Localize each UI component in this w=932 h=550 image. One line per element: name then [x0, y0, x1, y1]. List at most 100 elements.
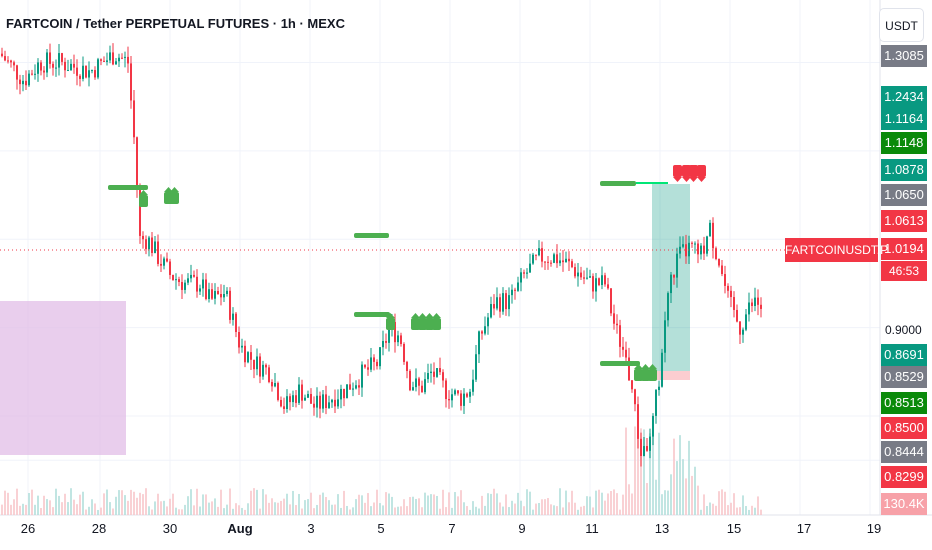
x-tick-label: 5 [377, 521, 385, 536]
candle-body [325, 394, 327, 409]
candle-body [25, 80, 27, 86]
volume-bar [202, 494, 204, 515]
volume-bar [220, 489, 222, 515]
volume-bar [745, 506, 747, 515]
signal-badge [425, 318, 434, 330]
volume-bar [286, 493, 288, 515]
signal-badge [697, 165, 706, 177]
candle-body [109, 52, 111, 61]
volume-bar [472, 501, 474, 515]
candle-body [469, 391, 471, 397]
price-tag: 1.2434 [881, 86, 927, 108]
candle-body [385, 341, 387, 343]
candle-body [43, 70, 45, 73]
candle-body [163, 258, 165, 266]
volume-bar [667, 490, 669, 515]
volume-bar [391, 496, 393, 515]
signal-line [600, 361, 640, 366]
candle-body [157, 241, 159, 264]
volume-bar [112, 508, 114, 515]
candle-body [610, 288, 612, 314]
signal-badge-tip [164, 187, 173, 192]
volume-bar [274, 502, 276, 515]
candle-body [145, 239, 147, 250]
volume-bar [433, 494, 435, 515]
currency-button[interactable]: USDT [879, 8, 924, 42]
candle-body [334, 399, 336, 407]
volume-bar [244, 509, 246, 515]
volume-bar [469, 509, 471, 515]
volume-bar [523, 506, 525, 515]
candle-body [685, 244, 687, 257]
volume-bar [430, 494, 432, 515]
candle-body [412, 387, 414, 391]
candle-body [358, 385, 360, 388]
candle-body [34, 73, 36, 75]
candle-body [691, 242, 693, 244]
volume-bar [703, 494, 705, 515]
candle-body [31, 73, 33, 75]
candle-body [607, 284, 609, 289]
volume-bar [328, 500, 330, 515]
candle-body [502, 293, 504, 312]
candle-body [199, 288, 201, 292]
x-tick-label: 11 [585, 521, 599, 536]
candle-body [37, 62, 39, 74]
volume-bar [181, 509, 183, 515]
candle-body [250, 352, 252, 360]
candle-body [355, 385, 357, 389]
candle-body [490, 304, 492, 318]
volume-bar [493, 488, 495, 515]
volume-bar [652, 430, 654, 515]
candle-body [172, 274, 174, 281]
candle-body [364, 364, 366, 368]
candle-body [511, 289, 513, 296]
signal-line [600, 181, 636, 186]
volume-bar [406, 506, 408, 515]
volume-bar [733, 493, 735, 515]
candle-body [445, 380, 447, 400]
volume-bar [343, 490, 345, 515]
candle-body [481, 331, 483, 334]
volume-bar [241, 507, 243, 515]
volume-bar [529, 491, 531, 515]
candle-body [655, 390, 657, 416]
candle-body [376, 361, 378, 367]
signal-badge [386, 318, 395, 330]
candle-body [424, 379, 426, 393]
volume-bar [37, 495, 39, 515]
candle-body [178, 279, 180, 283]
candle-body [601, 275, 603, 286]
candle-body [154, 241, 156, 253]
volume-bar [79, 494, 81, 515]
volume-bar [487, 493, 489, 515]
candle-body [754, 297, 756, 307]
candle-body [367, 367, 369, 370]
volume-bar [724, 491, 726, 515]
volume-bar [283, 498, 285, 515]
volume-bar [199, 506, 201, 515]
volume-bar [718, 491, 720, 515]
volume-bar [499, 502, 501, 515]
volume-bar [67, 502, 69, 515]
candle-body [505, 293, 507, 310]
candle-body [739, 321, 741, 335]
candle-body [472, 379, 474, 392]
volume-bar [676, 461, 678, 515]
volume-bar [673, 438, 675, 515]
volume-bar [256, 489, 258, 515]
volume-bar [577, 509, 579, 515]
candle-body [289, 396, 291, 403]
candle-body [634, 389, 636, 405]
volume-bar [379, 503, 381, 515]
candle-body [400, 335, 402, 345]
purple-zone [0, 301, 126, 455]
candle-body [559, 260, 561, 264]
candle-body [373, 357, 375, 362]
volume-bar [268, 502, 270, 515]
volume-bar [49, 500, 51, 515]
volume-bar [370, 506, 372, 515]
volume-bar [58, 495, 60, 515]
x-tick-label: 7 [448, 521, 456, 536]
